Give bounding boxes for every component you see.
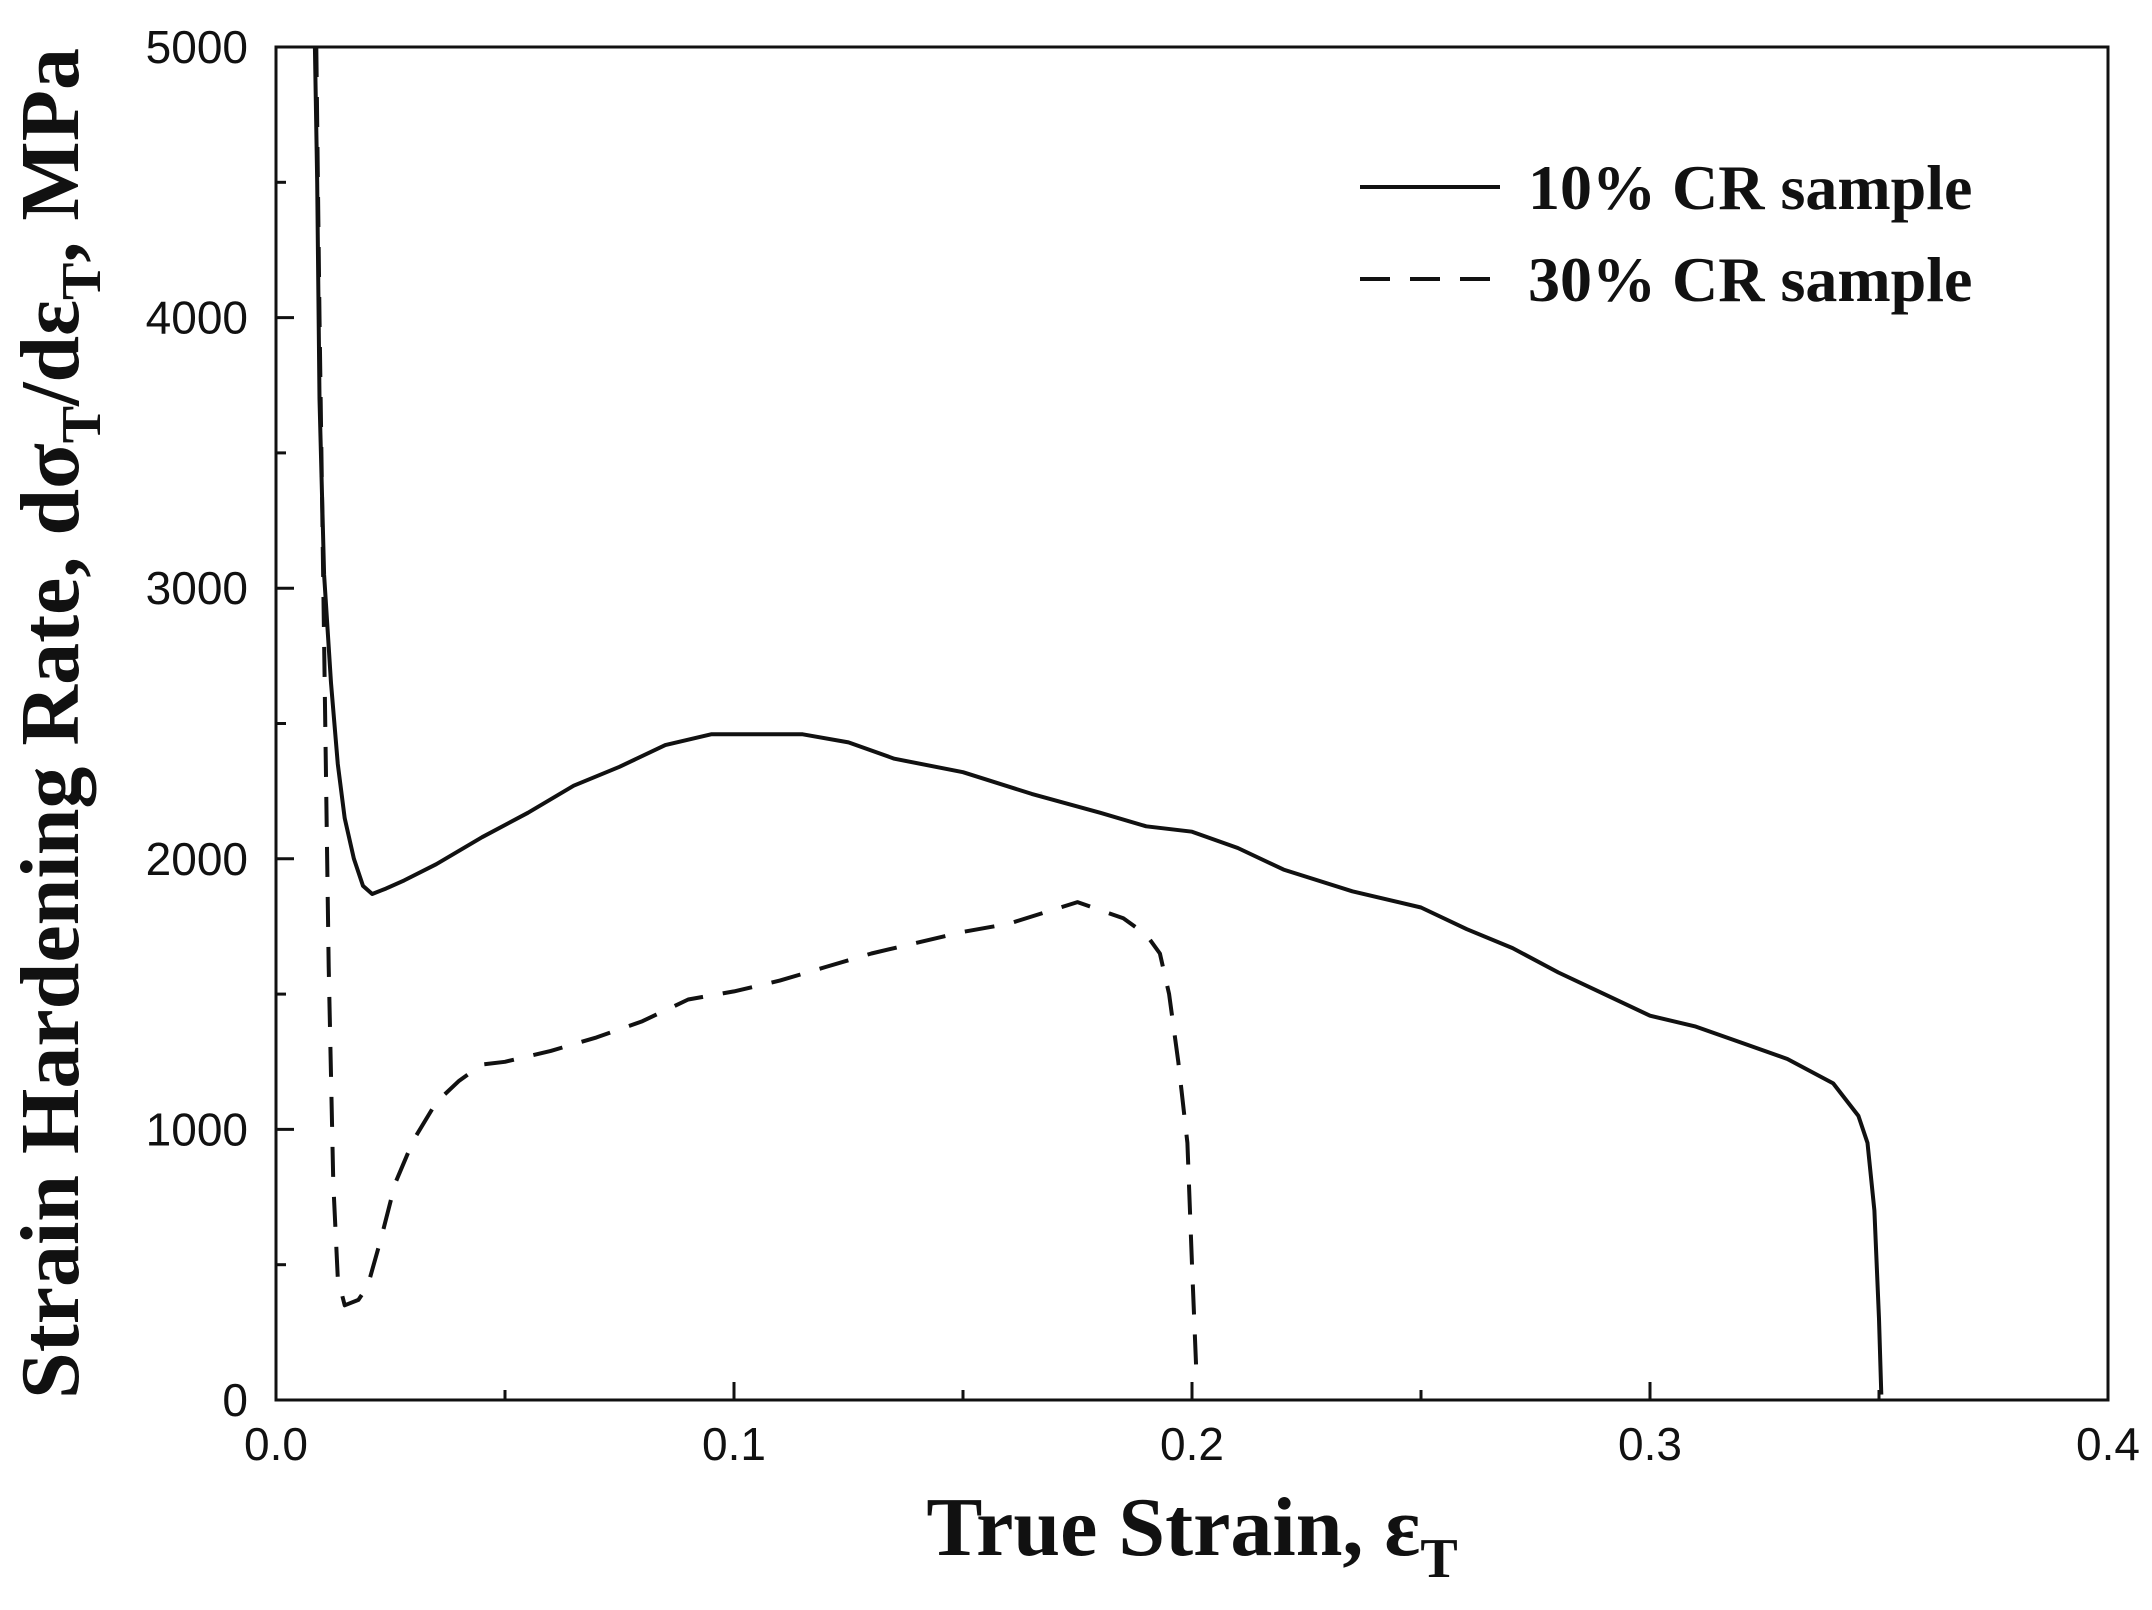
y-tick-label: 2000 bbox=[146, 833, 248, 885]
y-axis-title-sub2: T bbox=[51, 263, 113, 300]
x-axis-title: True Strain, εT bbox=[926, 1481, 1457, 1590]
x-axis: 0.0 0.1 0.2 0.3 0.4 bbox=[244, 1382, 2140, 1470]
x-tick-label: 0.0 bbox=[244, 1418, 308, 1470]
x-axis-title-subscript: T bbox=[1420, 1528, 1457, 1590]
y-axis: 0 1000 2000 3000 4000 5000 bbox=[146, 21, 294, 1426]
x-tick-label: 0.1 bbox=[702, 1418, 766, 1470]
y-axis-title-part1: Strain Hardening Rate, dσ bbox=[4, 443, 97, 1399]
y-axis-title-sub1: T bbox=[51, 406, 113, 443]
legend: 10% CR sample 30% CR sample bbox=[1360, 152, 1972, 315]
y-tick-label: 5000 bbox=[146, 21, 248, 73]
x-tick-label: 0.2 bbox=[1160, 1418, 1224, 1470]
y-tick-label: 1000 bbox=[146, 1103, 248, 1155]
y-axis-title-part3: , MPa bbox=[4, 48, 97, 263]
series-layer bbox=[312, 46, 1884, 1395]
series-line-1 bbox=[312, 46, 1884, 1395]
y-axis-title-part2: /dε bbox=[4, 300, 97, 407]
y-axis-title: Strain Hardening Rate, dσT/dεT, MPa bbox=[4, 48, 113, 1399]
x-tick-label: 0.3 bbox=[1618, 1418, 1682, 1470]
y-tick-label: 4000 bbox=[146, 292, 248, 344]
x-axis-title-main: True Strain, ε bbox=[926, 1481, 1420, 1574]
legend-label-1: 10% CR sample bbox=[1528, 152, 1972, 223]
y-tick-label: 0 bbox=[222, 1374, 248, 1426]
y-tick-label: 3000 bbox=[146, 562, 248, 614]
x-tick-label: 0.4 bbox=[2076, 1418, 2140, 1470]
legend-label-2: 30% CR sample bbox=[1528, 244, 1972, 315]
series-line-2 bbox=[314, 46, 1199, 1379]
